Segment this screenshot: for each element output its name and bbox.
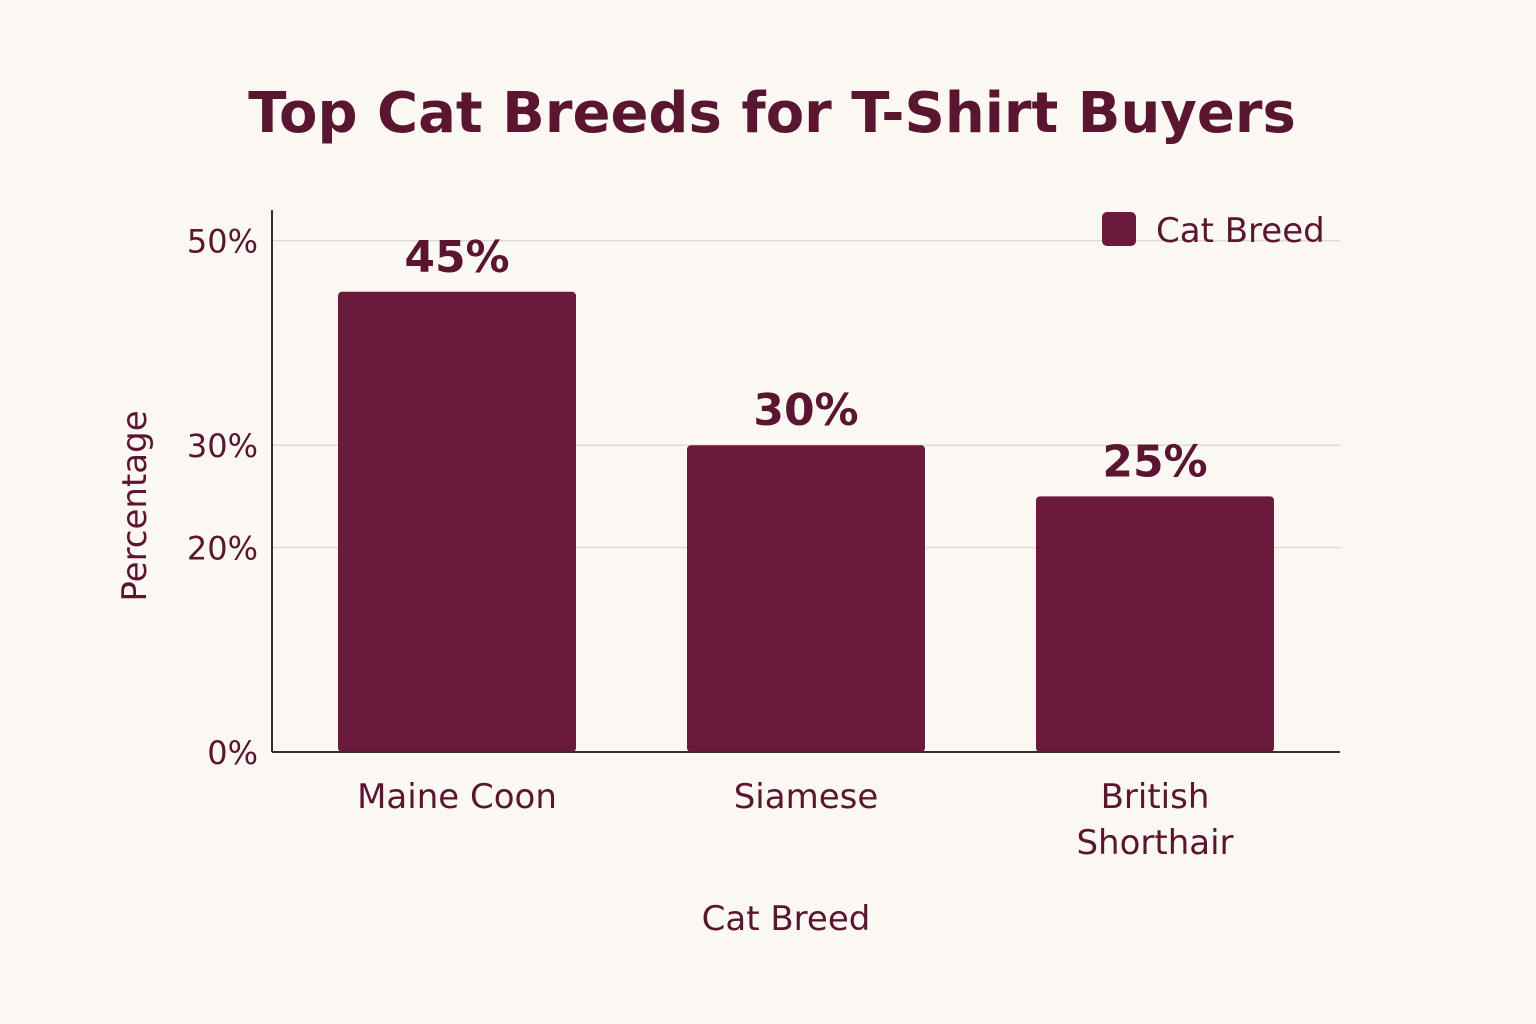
x-tick-label-maine-coon: Maine Coon [357, 777, 557, 817]
data-label-siamese: 30% [753, 385, 858, 436]
legend-label: Cat Breed [1156, 211, 1325, 251]
y-tick-label-20: 20% [187, 529, 258, 567]
y-tick-label-50: 50% [187, 223, 258, 261]
data-label-british-shorthair: 25% [1102, 436, 1207, 487]
data-labels: 45% 30% 25% [404, 232, 1207, 488]
bar-siamese [687, 445, 925, 752]
y-axis-title: Percentage [115, 410, 155, 601]
x-tick-label-siamese: Siamese [734, 777, 879, 817]
bar-british-shorthair [1036, 496, 1274, 752]
y-tick-labels: 0% 20% 30% 50% [187, 223, 258, 772]
x-tick-labels: Maine Coon Siamese British Shorthair [357, 777, 1233, 863]
bars [338, 291, 1274, 752]
x-tick-label-line: Maine Coon [357, 777, 557, 817]
legend-swatch [1102, 212, 1136, 246]
x-axis-title: Cat Breed [702, 899, 871, 939]
y-tick-label-30: 30% [187, 427, 258, 465]
x-tick-label-line: Siamese [734, 777, 879, 817]
axes [271, 210, 1340, 753]
x-tick-label-british-shorthair: British Shorthair [1076, 777, 1233, 863]
chart-title: Top Cat Breeds for T-Shirt Buyers [248, 81, 1296, 146]
x-tick-label-line: British [1101, 777, 1210, 817]
data-label-maine-coon: 45% [404, 232, 509, 283]
legend: Cat Breed [1102, 211, 1325, 251]
y-tick-label-0: 0% [207, 734, 258, 772]
x-tick-label-line: Shorthair [1076, 823, 1233, 863]
bar-maine-coon [338, 291, 576, 752]
